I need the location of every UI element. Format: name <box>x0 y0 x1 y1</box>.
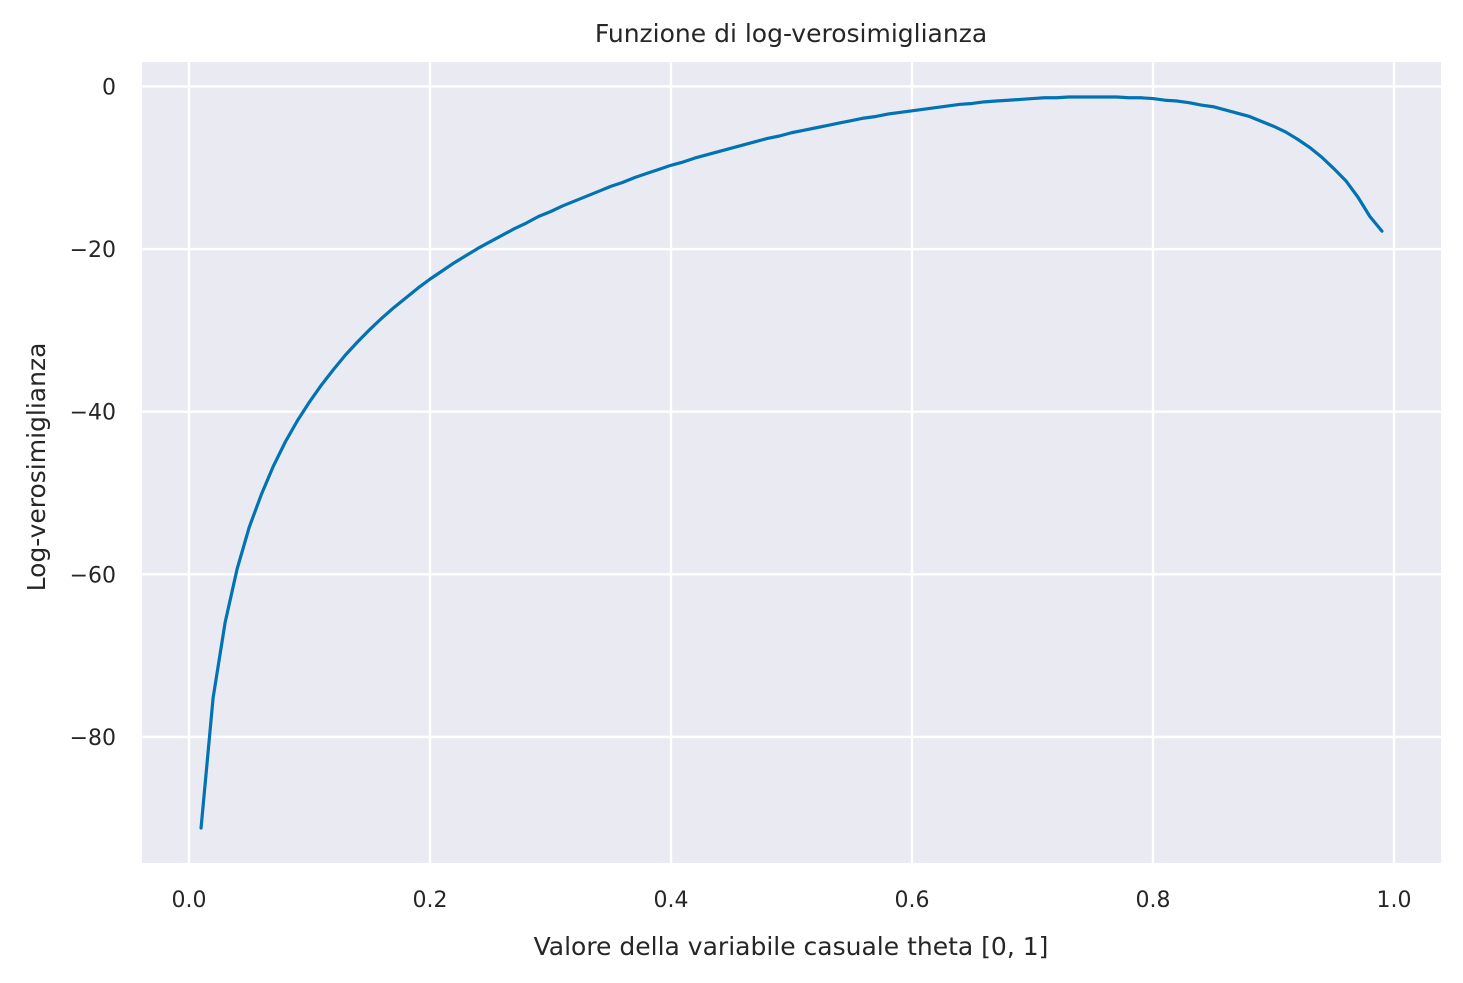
x-tick-label: 0.8 <box>1136 888 1171 913</box>
chart-title: Funzione di log-verosimiglianza <box>595 19 987 48</box>
y-tick-labels: 0 −20 −40 −60 −80 <box>70 75 116 751</box>
x-tick-label: 0.4 <box>653 888 688 913</box>
y-tick-label: −20 <box>70 238 116 263</box>
y-axis-label: Log-verosimiglianza <box>22 343 51 592</box>
x-tick-label: 0.2 <box>412 888 447 913</box>
plot-area <box>142 62 1441 863</box>
y-tick-label: −60 <box>70 563 116 588</box>
x-tick-label: 0.0 <box>171 888 206 913</box>
y-tick-label: −40 <box>70 401 116 426</box>
x-tick-label: 0.6 <box>895 888 930 913</box>
y-tick-label: −80 <box>70 726 116 751</box>
x-gridlines <box>187 62 1396 863</box>
x-axis-label: Valore della variabile casuale theta [0,… <box>534 932 1049 961</box>
log-likelihood-line <box>199 95 1384 830</box>
x-tick-labels: 0.0 0.2 0.4 0.6 0.8 1.0 <box>171 888 1411 913</box>
x-tick-label: 1.0 <box>1377 888 1412 913</box>
y-gridlines <box>142 85 1441 739</box>
y-tick-label: 0 <box>102 75 116 100</box>
